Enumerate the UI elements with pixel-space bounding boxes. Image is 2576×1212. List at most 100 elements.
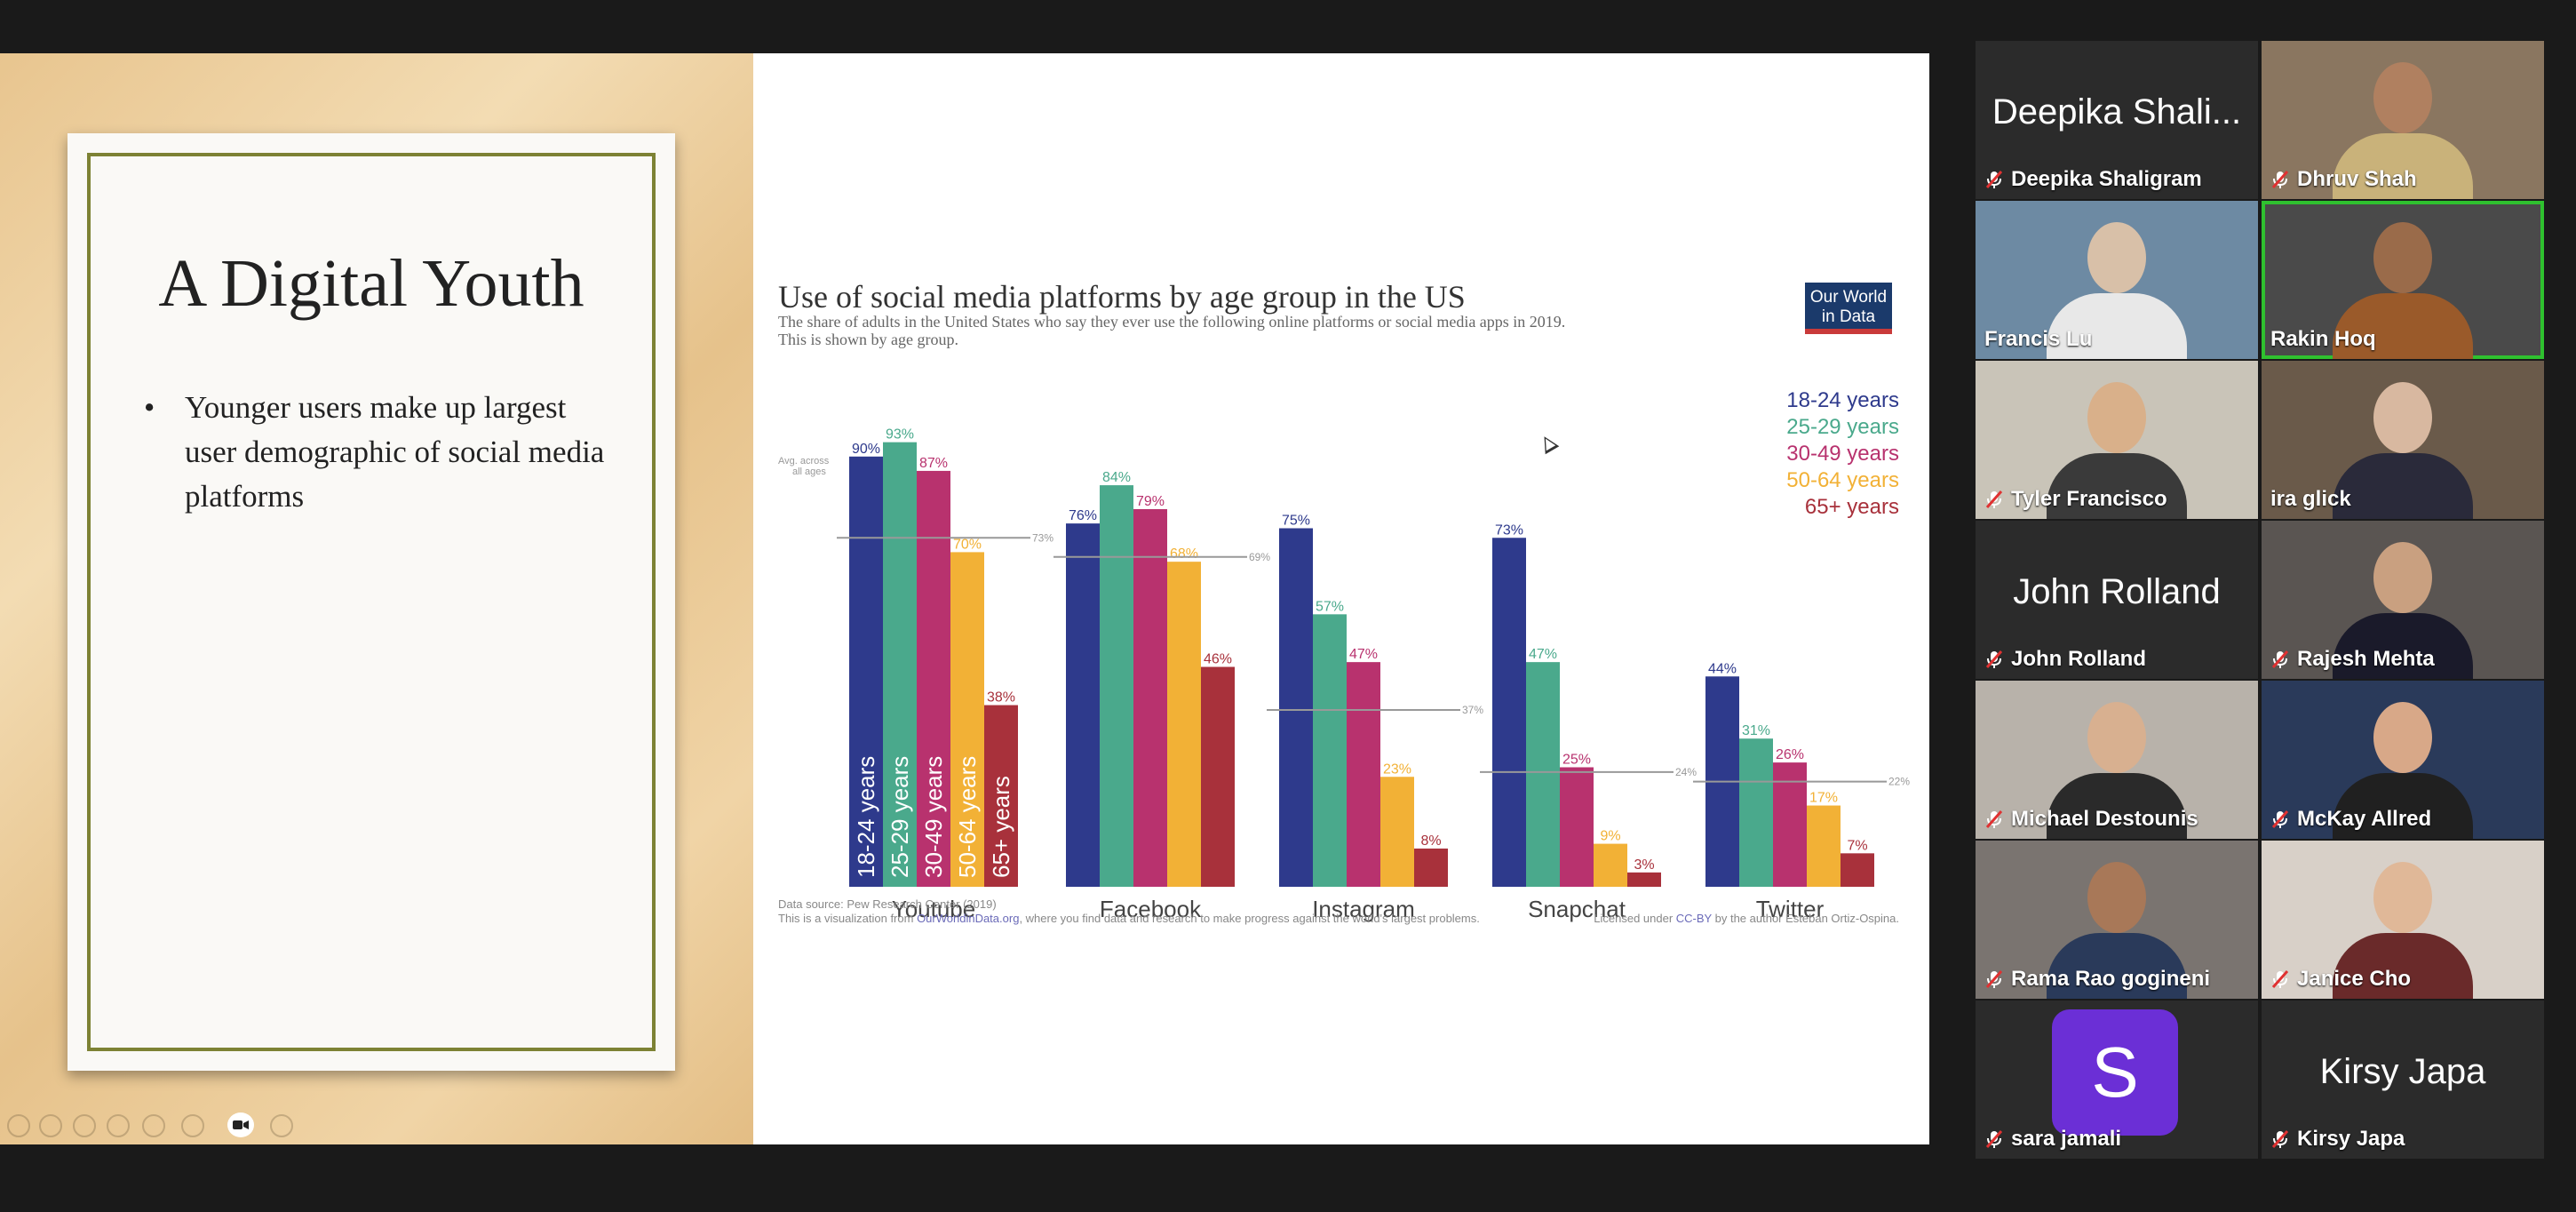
chart-bar — [1100, 485, 1133, 887]
chart-bar — [1380, 777, 1414, 887]
video-camera-icon[interactable] — [227, 1112, 254, 1137]
chart-bars: 90% 18-24 years 93% 25-29 years 87% 30-49 yea… — [778, 427, 1910, 922]
toolbar-icon[interactable] — [39, 1114, 62, 1137]
chart-bar — [1133, 508, 1167, 887]
chart-average-label: 69% — [1249, 551, 1270, 563]
participant-tile[interactable]: Deepika Shali... Deepika Shaligram — [1976, 41, 2258, 199]
participant-tile[interactable]: McKay Allred — [2262, 681, 2544, 839]
participant-name-label: sara jamali — [1984, 1127, 2121, 1152]
shared-screen: A Digital Youth • Younger users make up … — [0, 53, 1929, 1144]
slide-bullet-text: Younger users make up largest user demog… — [185, 390, 605, 514]
muted-mic-icon — [2271, 970, 2289, 988]
chart-data-label: 93% — [886, 427, 914, 443]
participant-name-label: McKay Allred — [2270, 807, 2431, 832]
participant-video — [2333, 133, 2473, 199]
participant-name: Kirsy Japa — [2297, 1127, 2405, 1151]
x-tick-label: Twitter — [1756, 896, 1825, 922]
avg-axis-label: Avg. across — [778, 456, 830, 466]
participant-video — [2373, 862, 2432, 933]
participant-video — [2087, 862, 2146, 933]
participant-tile[interactable]: Dhruv Shah — [2262, 41, 2544, 199]
slide-title: A Digital Youth — [158, 246, 584, 321]
participant-name-label: Deepika Shaligram — [1984, 167, 2202, 192]
x-tick-label: Snapchat — [1528, 896, 1626, 922]
participant-video — [2047, 453, 2187, 519]
slide-toolbar — [0, 1111, 302, 1137]
chart-data-label: 90% — [852, 442, 880, 457]
participant-name: Deepika Shaligram — [2011, 167, 2202, 191]
legend-item: 65+ years — [1805, 495, 1899, 519]
participant-display-name: Kirsy Japa — [2319, 1052, 2486, 1091]
slide: A Digital Youth • Younger users make up … — [68, 133, 675, 1071]
participant-video — [2373, 222, 2432, 293]
participant-tile[interactable]: Francis Lu — [1976, 201, 2258, 359]
participant-name: Dhruv Shah — [2297, 167, 2417, 191]
participant-name-label: Dhruv Shah — [2270, 167, 2417, 192]
participant-video — [2373, 702, 2432, 773]
toolbar-icon[interactable] — [7, 1114, 30, 1137]
chart-bar — [1627, 872, 1661, 887]
participant-name-label: Francis Lu — [1984, 327, 2092, 352]
chart-data-label: 17% — [1809, 791, 1838, 806]
chart-data-label: 23% — [1383, 761, 1411, 777]
participant-video — [2333, 773, 2473, 839]
participant-tile[interactable]: Tyler Francisco — [1976, 361, 2258, 519]
participant-tile[interactable]: Rajesh Mehta — [2262, 521, 2544, 679]
toolbar-icon[interactable] — [270, 1114, 293, 1137]
chart-slide: Use of social media platforms by age gro… — [753, 53, 1929, 1144]
toolbar-icon[interactable] — [73, 1114, 96, 1137]
participant-display-name: Deepika Shali... — [1992, 92, 2242, 132]
participant-video — [2373, 542, 2432, 613]
x-tick-label: Facebook — [1100, 896, 1202, 922]
chart-source: This is a visualization from OurWorldinD… — [778, 912, 1480, 925]
chart-bar — [1773, 762, 1807, 887]
participant-name-label: John Rolland — [1984, 647, 2146, 672]
chart-data-label: 8% — [1420, 833, 1441, 849]
chart-data-label: 47% — [1349, 647, 1378, 662]
in-bar-series-label: 50-64 years — [954, 756, 981, 878]
chart-average-label: 37% — [1462, 704, 1483, 716]
chart-average-label: 24% — [1675, 766, 1697, 778]
participant-video — [2333, 453, 2473, 519]
in-bar-series-label: 30-49 years — [920, 756, 947, 878]
participant-tile[interactable]: Rama Rao gogineni — [1976, 841, 2258, 999]
participant-name: ira glick — [2270, 487, 2351, 511]
muted-mic-icon — [1985, 970, 2003, 988]
participant-video — [2047, 773, 2187, 839]
chart-data-label: 47% — [1529, 647, 1557, 662]
participant-tile[interactable]: Rakin Hoq — [2262, 201, 2544, 359]
toolbar-icon[interactable] — [107, 1114, 130, 1137]
chart-data-label: 75% — [1282, 514, 1310, 529]
our-world-in-data-logo: Our World in Data — [1805, 283, 1892, 334]
chart-bar — [883, 442, 917, 887]
participant-gallery: Deepika Shali... Deepika Shaligram Dhruv S… — [1976, 41, 2544, 1160]
avg-axis-label: all ages — [792, 466, 826, 477]
chart: Use of social media platforms by age gro… — [778, 279, 1910, 925]
chart-data-label: 57% — [1316, 599, 1344, 614]
participant-tile[interactable]: Michael Destounis — [1976, 681, 2258, 839]
participant-name: Tyler Francisco — [2011, 487, 2167, 511]
participant-tile[interactable]: John Rolland John Rolland — [1976, 521, 2258, 679]
participant-video — [2047, 933, 2187, 999]
chart-data-label: 70% — [953, 537, 982, 552]
participant-tile[interactable]: Kirsy Japa Kirsy Japa — [2262, 1001, 2544, 1159]
toolbar-icon[interactable] — [181, 1114, 204, 1137]
slide-frame: A Digital Youth • Younger users make up … — [87, 153, 656, 1051]
chart-bar — [1279, 528, 1313, 887]
chart-bar — [1841, 853, 1874, 887]
chart-data-label: 26% — [1776, 747, 1804, 762]
participant-video — [2047, 293, 2187, 359]
participant-tile[interactable]: ira glick — [2262, 361, 2544, 519]
chart-bar — [1201, 666, 1235, 887]
toolbar-icon[interactable] — [142, 1114, 165, 1137]
chart-data-label: 3% — [1634, 857, 1654, 873]
muted-mic-icon — [1985, 650, 2003, 668]
participant-name-label: Kirsy Japa — [2270, 1127, 2405, 1152]
participant-tile[interactable]: Janice Cho — [2262, 841, 2544, 999]
participant-video — [2373, 62, 2432, 133]
muted-mic-icon — [2271, 1130, 2289, 1148]
legend-item: 18-24 years — [1786, 388, 1899, 412]
participant-name-label: Rama Rao gogineni — [1984, 967, 2210, 992]
chart-title: Use of social media platforms by age gro… — [778, 279, 1466, 315]
